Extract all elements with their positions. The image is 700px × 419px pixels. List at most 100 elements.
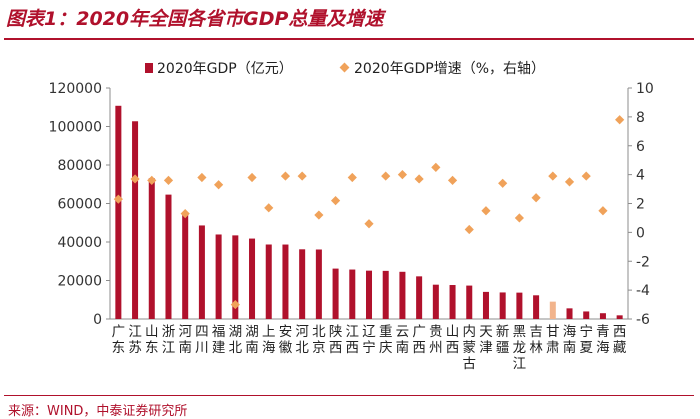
growth-marker-12	[314, 210, 324, 220]
growth-marker-7	[230, 299, 240, 310]
legend-gdp-swatch	[145, 63, 153, 73]
right-tick-label: 10	[636, 81, 654, 97]
growth-marker-11	[297, 171, 307, 181]
category-label-11: 河北	[295, 324, 309, 356]
category-label-0: 广东	[112, 324, 126, 356]
gdp-bar-7	[232, 235, 239, 319]
left-tick-label: 80000	[57, 158, 102, 174]
chart-title: 图表1：2020年全国各省市GDP总量及增速	[6, 8, 384, 30]
category-label-5: 四川	[195, 324, 209, 356]
gdp-bar-15	[365, 270, 373, 319]
gdp-bar-10	[282, 244, 289, 319]
gdp-bar-13	[332, 268, 339, 319]
category-label-3: 浙江	[162, 324, 176, 356]
gdp-bar-30	[616, 315, 623, 319]
legend-growth-label: 2020年GDP增速（%，右轴）	[354, 61, 545, 77]
category-label-18: 广西	[412, 324, 426, 356]
category-label-24: 黑龙江	[513, 324, 527, 372]
growth-marker-29	[598, 206, 608, 216]
growth-marker-3	[163, 175, 174, 185]
gdp-bar-0	[115, 105, 122, 320]
category-label-17: 云南	[396, 324, 410, 356]
growth-marker-4	[180, 209, 190, 219]
category-label-20: 山西	[446, 324, 460, 356]
category-label-10: 安徽	[279, 324, 293, 356]
left-tick-label: 120000	[49, 81, 102, 97]
gdp-bar-5	[198, 225, 205, 319]
growth-marker-14	[347, 172, 357, 183]
gdp-bar-25	[533, 295, 540, 319]
gdp-bar-28	[583, 311, 590, 319]
chart-canvas: 2020年GDP（亿元） 2020年GDP增速（%，右轴） 0 20000 4000…	[49, 61, 654, 372]
gdp-bar-8	[249, 238, 256, 319]
left-tick-label: 100000	[49, 120, 102, 136]
category-label-6: 福建	[212, 324, 226, 356]
category-label-15: 辽宁	[362, 324, 376, 356]
gdp-bar-21	[466, 285, 473, 319]
gdp-bar-2	[148, 178, 155, 319]
growth-marker-6	[214, 180, 224, 190]
gdp-bar-6	[215, 234, 222, 319]
category-label-22: 天津	[479, 324, 493, 356]
category-label-21: 内蒙古	[463, 324, 477, 372]
growth-marker-28	[581, 171, 591, 181]
growth-marker-5	[197, 172, 207, 183]
growth-marker-10	[280, 171, 291, 181]
growth-marker-8	[247, 172, 257, 183]
growth-marker-26	[548, 171, 558, 181]
gdp-bar-12	[315, 249, 322, 319]
gdp-bar-23	[499, 292, 506, 319]
category-label-28: 宁夏	[579, 323, 593, 356]
source-note: 来源：WIND，中泰证券研究所	[8, 404, 188, 419]
gdp-bar-29	[599, 313, 606, 319]
category-label-27: 海南	[563, 324, 577, 356]
gdp-bar-20	[449, 285, 456, 319]
right-tick-label: -4	[636, 283, 650, 299]
gdp-bar-9	[265, 244, 272, 319]
source-rule	[4, 395, 694, 396]
category-label-12: 北京	[312, 324, 326, 356]
category-label-23: 新疆	[496, 324, 510, 356]
right-tick-label: -2	[636, 254, 650, 270]
gdp-bar-3	[165, 194, 172, 319]
left-tick-label: 20000	[57, 274, 102, 290]
growth-marker-17	[397, 170, 408, 180]
gdp-bar-17	[399, 271, 406, 319]
growth-marker-30	[615, 115, 625, 125]
gdp-bar-4	[182, 213, 189, 319]
category-label-25: 吉林	[529, 324, 543, 356]
right-tick-label: 8	[636, 110, 645, 126]
gdp-bar-19	[432, 284, 439, 319]
growth-marker-27	[564, 177, 575, 187]
category-label-30: 西藏	[613, 324, 627, 356]
right-tick-label: 2	[636, 197, 645, 213]
category-label-1: 江苏	[128, 324, 142, 356]
growth-marker-25	[531, 193, 541, 203]
growth-marker-20	[447, 175, 458, 185]
growth-marker-16	[381, 171, 391, 181]
category-label-13: 陕西	[329, 324, 343, 356]
growth-marker-24	[514, 213, 524, 223]
growth-marker-23	[498, 178, 508, 188]
gdp-bar-1	[132, 121, 139, 319]
category-label-19: 贵州	[429, 324, 443, 356]
right-tick-label: 4	[636, 168, 645, 184]
growth-marker-0	[113, 194, 123, 204]
gdp-bar-22	[482, 291, 489, 319]
right-tick-label: 0	[636, 225, 645, 241]
growth-marker-1	[130, 174, 140, 184]
growth-marker-21	[464, 224, 474, 235]
gdp-bar-11	[299, 249, 306, 319]
gdp-bar-14	[349, 269, 356, 319]
growth-marker-18	[414, 174, 424, 184]
growth-marker-19	[431, 162, 441, 173]
right-tick-label: 6	[636, 139, 645, 155]
category-label-7: 湖北	[229, 324, 243, 356]
category-label-8: 湖南	[245, 324, 259, 356]
growth-marker-22	[481, 206, 491, 216]
gdp-bar-27	[566, 308, 573, 319]
growth-marker-13	[330, 196, 341, 206]
title-rule	[4, 38, 694, 40]
category-label-4: 河南	[178, 324, 192, 356]
gdp-bar-26	[549, 301, 556, 319]
